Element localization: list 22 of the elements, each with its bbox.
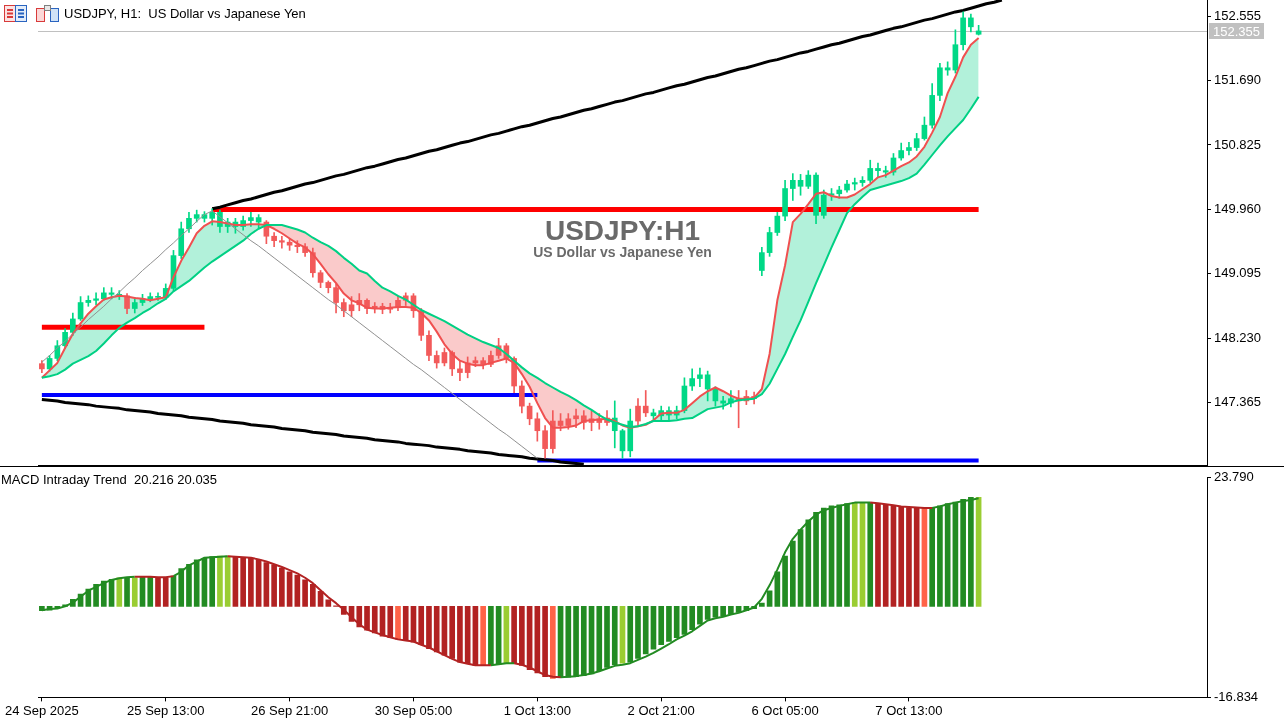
y-tick-label: 149.960 [1214,200,1261,216]
y-tick-label: 148.230 [1214,329,1261,345]
x-tick-label: 24 Sep 2025 [5,702,79,718]
y-tick-label: 149.095 [1214,265,1261,281]
y-tick-label: 152.555 [1214,7,1261,23]
x-tick-label: 25 Sep 13:00 [127,702,205,718]
annotation: USDJPY:H1 [544,215,701,247]
annotation: US Dollar vs Japanese Yen [533,244,712,261]
x-tick-label: 6 Oct 05:00 [751,702,819,718]
y-tick-label: 151.690 [1214,72,1261,88]
y-tick-label: 23.790 [1214,469,1254,485]
x-tick-label: 2 Oct 21:00 [627,702,695,718]
chart-title: MACD Intraday Trend 20.216 20.035 [1,472,218,487]
x-tick-label: 30 Sep 05:00 [374,702,453,718]
y-tick-label: 150.825 [1214,136,1261,152]
y-tick-label: 147.365 [1214,394,1261,410]
x-tick-label: 7 Oct 13:00 [875,702,943,718]
y-tick-label: -16.834 [1214,688,1259,704]
x-tick-label: 1 Oct 13:00 [503,702,571,718]
text: USDJPY, H1: US Dollar vs Japanese Yen [64,6,306,21]
x-tick-label: 26 Sep 21:00 [250,702,329,718]
ref-line-label: 152.355 [1213,23,1260,39]
